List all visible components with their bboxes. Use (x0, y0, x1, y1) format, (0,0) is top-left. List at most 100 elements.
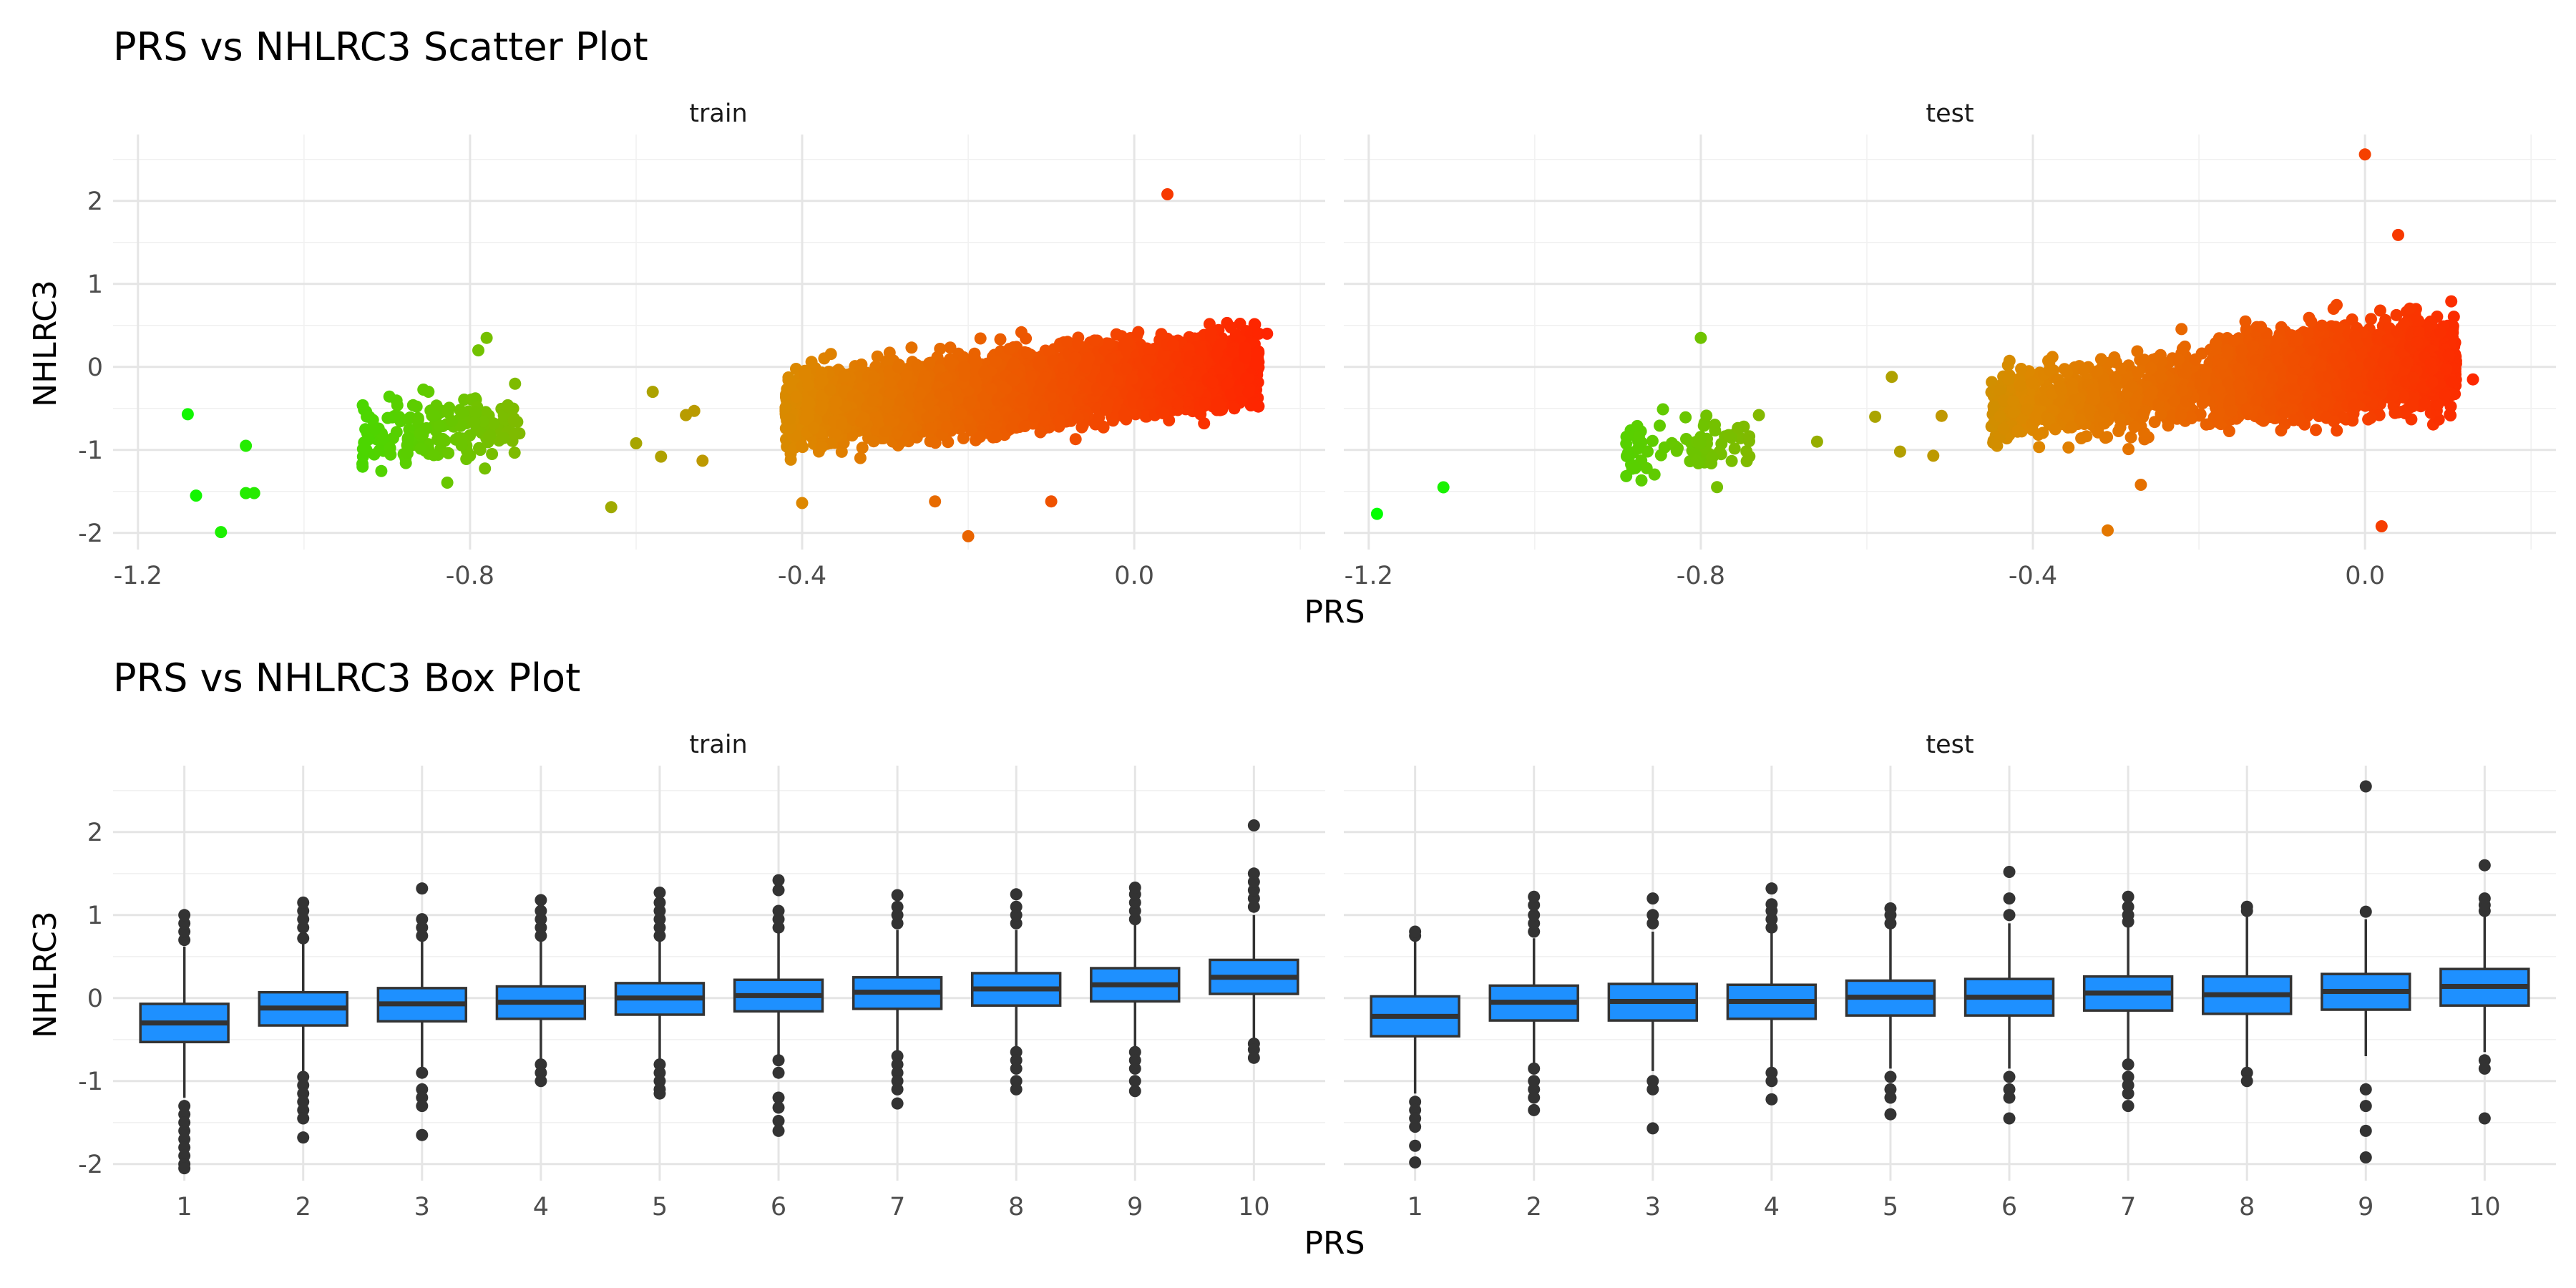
scatter-point (508, 447, 521, 459)
scatter-y-tick-label: -2 (78, 519, 103, 548)
scatter-point (944, 358, 957, 371)
scatter-point (1221, 376, 1234, 389)
scatter-point (487, 417, 500, 430)
scatter-point (990, 431, 1002, 444)
scatter-point (905, 341, 918, 354)
scatter-point (967, 353, 980, 366)
scatter-point (1080, 361, 1093, 374)
scatter-point (783, 412, 796, 425)
scatter-point (414, 427, 426, 440)
scatter-point (1056, 378, 1069, 391)
scatter-point (852, 392, 865, 405)
scatter-point (1097, 420, 1110, 433)
scatter-point (384, 448, 397, 461)
scatter-point (1069, 433, 1082, 446)
scatter-point (1648, 468, 1661, 481)
scatter-point (1120, 363, 1133, 375)
scatter-point (824, 348, 837, 361)
scatter-point (1069, 351, 1082, 364)
scatter-point (1680, 433, 1692, 445)
scatter-point (181, 408, 194, 421)
scatter-point (436, 432, 449, 445)
scatter-point (805, 356, 818, 369)
scatter-point (790, 391, 803, 404)
scatter-point (883, 414, 896, 427)
scatter-point (460, 453, 473, 465)
scatter-point (1155, 328, 1168, 341)
scatter-point (1132, 326, 1145, 338)
scatter-point (1239, 341, 1252, 354)
scatter-point (442, 447, 455, 459)
scatter-point (1104, 353, 1117, 366)
scatter-point (784, 453, 797, 466)
scatter-point (816, 400, 829, 412)
scatter-point (929, 495, 942, 508)
scatter-point (655, 450, 668, 463)
scatter-point (1732, 421, 1745, 434)
scatter-point (696, 454, 709, 467)
scatter-x-tick-label: -1.2 (1345, 562, 1393, 590)
scatter-strip-train: train (689, 99, 747, 128)
scatter-point (1700, 409, 1713, 422)
scatter-point (868, 371, 881, 384)
scatter-point (1100, 374, 1113, 387)
scatter-strip-test: test (1926, 99, 1974, 128)
scatter-point (472, 344, 484, 357)
scatter-point (358, 441, 371, 454)
scatter-point (428, 409, 441, 422)
scatter-point (1071, 337, 1084, 350)
scatter-point (1226, 346, 1239, 359)
scatter-point (190, 489, 203, 502)
scatter-point (1654, 419, 1666, 432)
scatter-point (509, 377, 522, 390)
scatter-point (646, 386, 659, 399)
scatter-point (872, 416, 885, 429)
scatter-point (1157, 351, 1170, 364)
scatter-point (454, 419, 467, 432)
scatter-point (1194, 408, 1207, 421)
scatter-point (1224, 321, 1237, 334)
scatter-point (605, 501, 618, 514)
scatter-point (1629, 462, 1641, 474)
scatter-point (1008, 411, 1020, 424)
scatter-point (1103, 337, 1116, 350)
scatter-point (361, 410, 374, 423)
scatter-point (480, 331, 493, 344)
scatter-y-tick-label: 2 (87, 187, 103, 216)
scatter-point (2175, 323, 2188, 336)
scatter-point (1057, 401, 1070, 414)
scatter-point (913, 389, 925, 401)
scatter-point (455, 439, 468, 452)
scatter-point (1157, 367, 1170, 380)
scatter-point (867, 435, 880, 448)
scatter-point (1206, 376, 1219, 389)
scatter-point (1228, 402, 1241, 415)
scatter-point (854, 452, 867, 464)
scatter-point (964, 396, 977, 409)
scatter-point (1118, 338, 1131, 351)
scatter-point (468, 416, 481, 429)
scatter-x-tick-label: -0.4 (778, 562, 826, 590)
scatter-point (374, 444, 386, 457)
scatter-point (871, 350, 884, 363)
scatter-point (1143, 378, 1156, 390)
scatter-point (1034, 426, 1047, 439)
scatter-point (1191, 354, 1204, 367)
scatter-point (1654, 449, 1667, 462)
scatter-point (1018, 420, 1031, 432)
scatter-point (1249, 358, 1262, 371)
scatter-point (509, 427, 522, 440)
scatter-panel-test: -1.2 -0.8 -0.4 0.0 (1344, 135, 2556, 590)
scatter-point (978, 366, 990, 379)
scatter-points (1370, 148, 2479, 537)
scatter-point (974, 332, 987, 345)
scatter-point (630, 437, 643, 449)
scatter-point (1199, 397, 1211, 410)
scatter-point (988, 410, 1001, 423)
scatter-point (900, 411, 913, 424)
scatter-point (940, 390, 952, 403)
scatter-point (1709, 419, 1721, 431)
scatter-point (1003, 343, 1016, 356)
scatter-point (497, 431, 510, 444)
scatter-point (1015, 394, 1028, 406)
